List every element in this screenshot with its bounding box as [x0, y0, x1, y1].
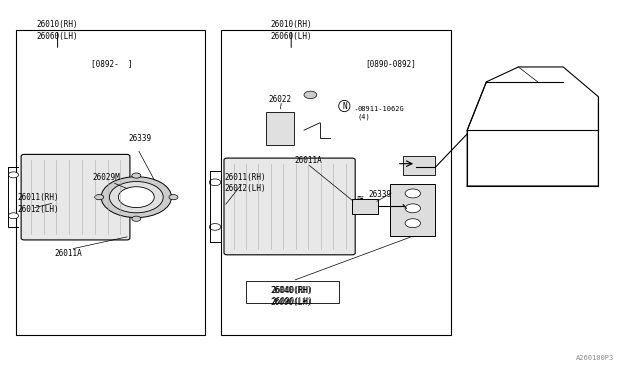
Circle shape [109, 182, 163, 213]
Text: 26029M: 26029M [93, 173, 120, 182]
Text: A260100P3: A260100P3 [576, 355, 614, 361]
Bar [266, 112, 294, 145]
Bar [403, 156, 435, 175]
Text: 26011(RH)
26012(LH): 26011(RH) 26012(LH) [224, 173, 266, 193]
Text: 26011(RH)
26012(LH): 26011(RH) 26012(LH) [18, 193, 60, 214]
FancyBboxPatch shape [21, 154, 130, 240]
FancyBboxPatch shape [224, 158, 355, 255]
Circle shape [132, 173, 141, 178]
Circle shape [95, 195, 104, 200]
Text: [0890-0892]: [0890-0892] [365, 60, 416, 68]
Bar [390, 184, 435, 236]
Text: ≈: ≈ [356, 193, 363, 203]
Text: 26040(RH)
26090(LH): 26040(RH) 26090(LH) [270, 286, 312, 307]
Text: [0892-  ]: [0892- ] [91, 60, 133, 68]
Bar [221, 30, 451, 335]
Bar [16, 30, 205, 335]
Text: N: N [342, 102, 347, 110]
Circle shape [405, 204, 420, 213]
Text: 26010(RH)
26060(LH): 26010(RH) 26060(LH) [270, 20, 312, 41]
Text: 26011A: 26011A [294, 156, 322, 165]
Circle shape [118, 187, 154, 208]
Polygon shape [352, 199, 378, 214]
Circle shape [304, 91, 317, 99]
Bar [246, 281, 339, 303]
Text: 08911-1062G
(4): 08911-1062G (4) [357, 106, 404, 120]
Circle shape [209, 224, 221, 230]
Text: 26010(RH)
26060(LH): 26010(RH) 26060(LH) [36, 20, 79, 41]
Circle shape [209, 179, 221, 186]
Circle shape [169, 195, 178, 200]
Text: 26011A: 26011A [54, 249, 82, 258]
Text: 26339: 26339 [368, 190, 391, 199]
Circle shape [405, 219, 420, 228]
Circle shape [405, 189, 420, 198]
Circle shape [111, 182, 162, 212]
Circle shape [8, 172, 19, 178]
Text: 26022: 26022 [269, 95, 292, 104]
Circle shape [101, 177, 172, 218]
Text: 26040(RH)
26090(LH): 26040(RH) 26090(LH) [271, 286, 314, 306]
Text: 26339: 26339 [128, 134, 151, 143]
Circle shape [8, 213, 19, 219]
Circle shape [120, 188, 152, 206]
Circle shape [132, 216, 141, 221]
